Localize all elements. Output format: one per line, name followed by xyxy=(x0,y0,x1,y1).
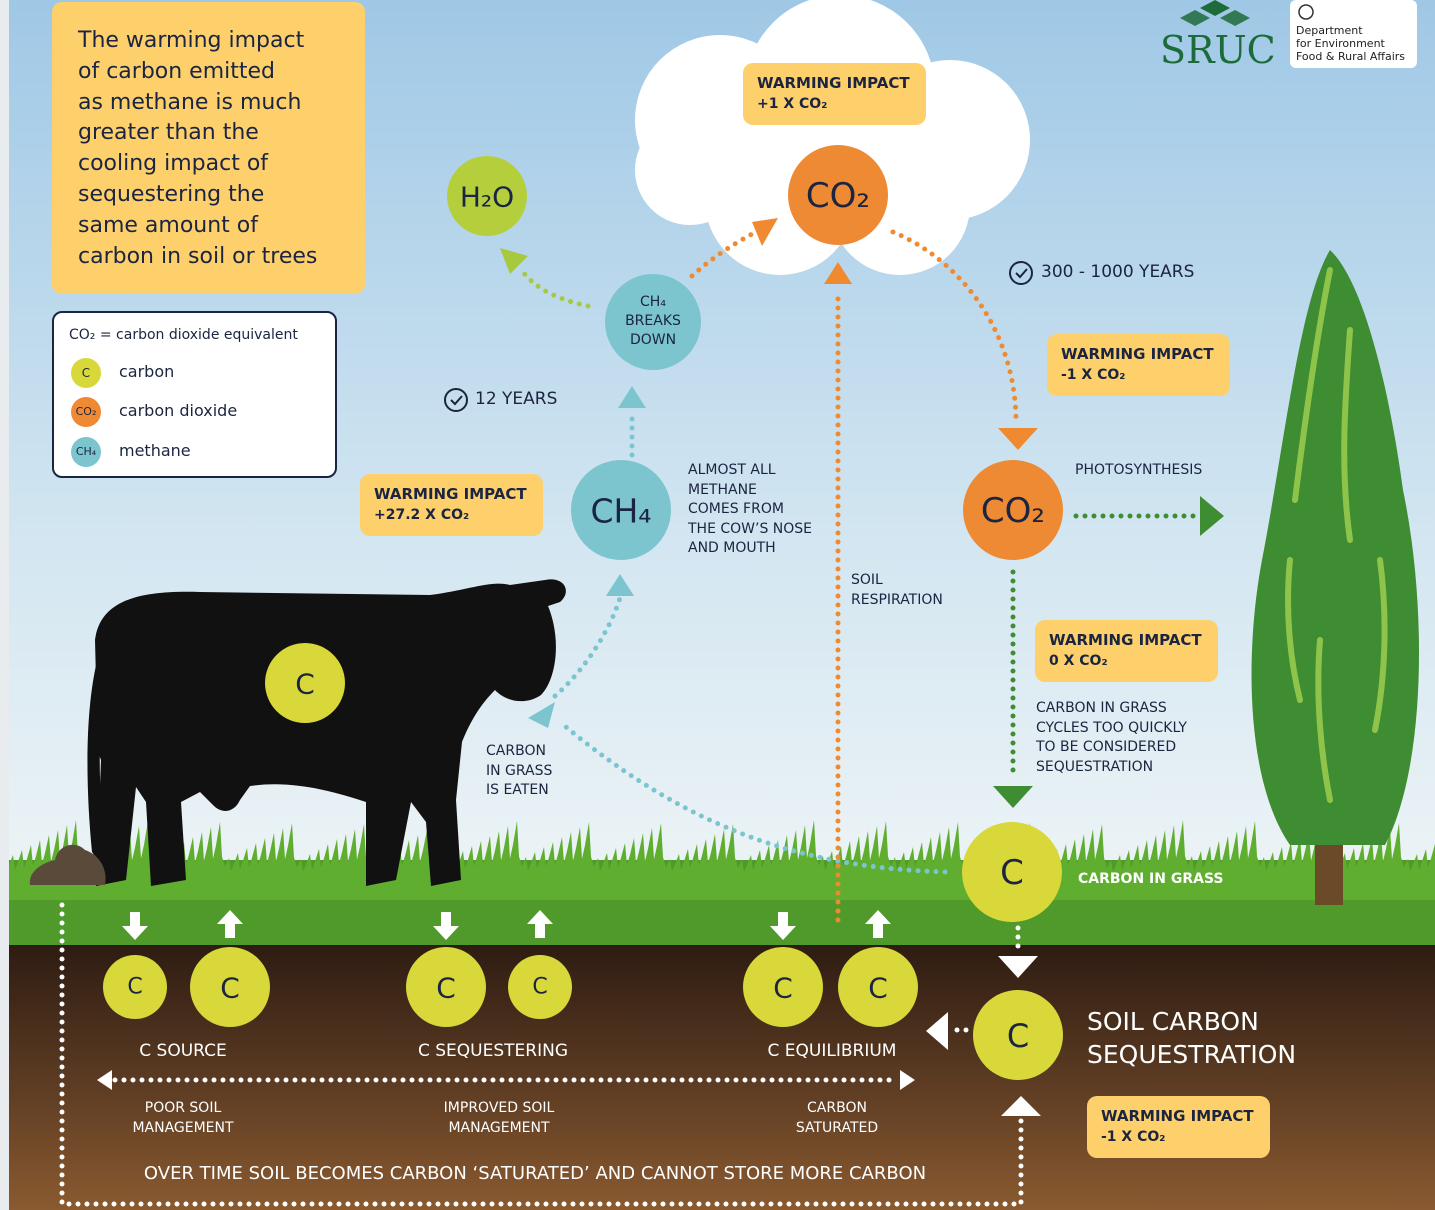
carbon-in-grass: CARBON IN GRASS xyxy=(1078,870,1224,890)
legend-label: methane xyxy=(119,441,191,460)
stage-label: C EQUILIBRIUM xyxy=(722,1041,942,1061)
text-line: CARBON xyxy=(737,1099,937,1119)
legend-label: carbon xyxy=(119,362,174,381)
impact-value: +27.2 X CO₂ xyxy=(374,505,529,526)
impact-title: WARMING IMPACT xyxy=(1101,1106,1256,1127)
timer-label: 300 - 1000 YEARS xyxy=(1041,262,1194,282)
impact-value: -1 X CO₂ xyxy=(1101,1127,1256,1148)
text-line: POOR SOIL xyxy=(83,1099,283,1119)
defra-logo: Departmentfor EnvironmentFood & Rural Af… xyxy=(1296,24,1405,63)
stage-label: C SOURCE xyxy=(83,1041,283,1061)
carbon-label: C xyxy=(532,975,547,1000)
impact-box: WARMING IMPACT +1 X CO₂ xyxy=(743,63,926,125)
footer: OVER TIME SOIL BECOMES CARBON ‘SATURATED… xyxy=(70,1163,1000,1184)
text-line: IMPROVED SOIL xyxy=(399,1099,599,1119)
text-line: RESPIRATION xyxy=(851,591,943,611)
h2o-label: H₂O xyxy=(460,181,514,214)
impact-value: -1 X CO₂ xyxy=(1061,365,1216,386)
text-line: COMES FROM xyxy=(688,500,812,520)
text-line: CYCLES TOO QUICKLY xyxy=(1036,719,1187,739)
text-line: SOIL xyxy=(851,571,943,591)
co2-label: CO₂ xyxy=(806,176,870,216)
text-line: Food & Rural Affairs xyxy=(1296,50,1405,63)
carbon-label: C xyxy=(1007,1017,1029,1055)
carbon-label: C xyxy=(295,668,315,701)
page: Carbon warming impact infographic {"intr… xyxy=(0,0,1435,1210)
ch4-label: CH₄ xyxy=(590,492,651,531)
impact-title: WARMING IMPACT xyxy=(374,484,529,505)
text-line: MANAGEMENT xyxy=(399,1119,599,1139)
node-line: BREAKS xyxy=(625,313,681,329)
carbon-label: C xyxy=(127,975,142,1000)
text-line: SATURATED xyxy=(737,1119,937,1139)
text-line: greater than the xyxy=(78,118,317,149)
page-edge xyxy=(0,0,9,1210)
text-line: ALMOST ALL xyxy=(688,461,812,481)
text-line: CARBON xyxy=(486,742,552,762)
co2-label: CO₂ xyxy=(981,491,1045,531)
impact-box: WARMING IMPACT 0 X CO₂ xyxy=(1035,620,1218,682)
legend-label: carbon dioxide xyxy=(119,401,237,420)
text-line: The warming impact xyxy=(78,26,317,57)
soil-sequestration: SOIL CARBONSEQUESTRATION xyxy=(1087,1005,1296,1071)
node-line: DOWN xyxy=(630,332,676,348)
text-line: carbon in soil or trees xyxy=(78,242,317,273)
infographic: H₂O CO₂ CH₄ BREAKS DOWN CH₄ CO₂ C C C C … xyxy=(0,0,1435,1210)
text-line: of carbon emitted xyxy=(78,57,317,88)
photosynthesis: PHOTOSYNTHESIS xyxy=(1075,461,1202,481)
text-line: SEQUESTRATION xyxy=(1036,758,1187,778)
text-line: SOIL CARBON xyxy=(1087,1005,1296,1038)
text-line: MANAGEMENT xyxy=(83,1119,283,1139)
body: H₂O CO₂ CH₄ BREAKS DOWN CH₄ CO₂ C C C C … xyxy=(0,0,1435,1210)
legend-symbol: CH₄ xyxy=(71,437,101,467)
timer-label: 12 YEARS xyxy=(475,389,557,409)
impact-title: WARMING IMPACT xyxy=(1061,344,1216,365)
carbon-label: C xyxy=(868,972,888,1005)
carbon-label: C xyxy=(220,972,240,1005)
impact-box: WARMING IMPACT +27.2 X CO₂ xyxy=(360,474,543,536)
text-line: same amount of xyxy=(78,211,317,242)
text-line: Department xyxy=(1296,24,1405,37)
legend: CO₂ = carbon dioxide equivalent C carbon… xyxy=(52,311,337,478)
node-line: CH₄ xyxy=(640,294,666,310)
text-line: TO BE CONSIDERED xyxy=(1036,738,1187,758)
legend-title: CO₂ = carbon dioxide equivalent xyxy=(69,327,298,343)
text-line: for Environment xyxy=(1296,37,1405,50)
impact-box: WARMING IMPACT -1 X CO₂ xyxy=(1047,334,1230,396)
impact-value: 0 X CO₂ xyxy=(1049,651,1204,672)
carbon-label: C xyxy=(773,972,793,1005)
impact-box: WARMING IMPACT -1 X CO₂ xyxy=(1087,1096,1270,1158)
stage-management: CARBONSATURATED xyxy=(737,1099,937,1138)
legend-symbol: C xyxy=(71,358,101,388)
impact-title: WARMING IMPACT xyxy=(757,73,912,94)
text-line: CARBON IN GRASS xyxy=(1036,699,1187,719)
text-line: METHANE xyxy=(688,481,812,501)
carbon-label: C xyxy=(436,972,456,1005)
text-line: sequestering the xyxy=(78,180,317,211)
text-line: IS EATEN xyxy=(486,781,552,801)
impact-title: WARMING IMPACT xyxy=(1049,630,1204,651)
legend-symbol: CO₂ xyxy=(71,397,101,427)
sruc-logo: SRUC xyxy=(1160,28,1276,72)
text-line: THE COW’S NOSE xyxy=(688,520,812,540)
text-line: cooling impact of xyxy=(78,149,317,180)
text-line: AND MOUTH xyxy=(688,539,812,559)
stage-label: C SEQUESTERING xyxy=(383,1041,603,1061)
text-line: as methane is much xyxy=(78,88,317,119)
text-line: IN GRASS xyxy=(486,762,552,782)
text-line: SEQUESTRATION xyxy=(1087,1038,1296,1071)
impact-value: +1 X CO₂ xyxy=(757,94,912,115)
carbon-label: C xyxy=(1000,853,1024,893)
